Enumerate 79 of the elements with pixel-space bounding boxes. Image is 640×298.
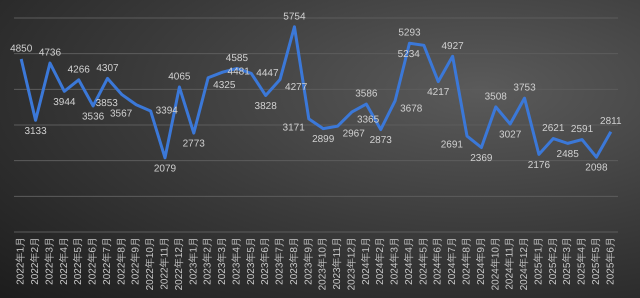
x-tick-label: 2024年7月: [446, 237, 458, 285]
data-label: 2176: [528, 160, 550, 171]
data-label: 3828: [254, 100, 278, 112]
x-tick-label: 2022年10月: [144, 237, 156, 290]
data-label: 2079: [154, 163, 177, 174]
x-tick-label: 2023年6月: [259, 237, 272, 285]
x-tick-label: 2024年9月: [474, 237, 487, 285]
data-label: 2591: [570, 124, 594, 136]
data-label: 3678: [400, 103, 423, 114]
x-tick-label: 2023年3月: [216, 237, 228, 285]
data-label: 4307: [96, 62, 120, 74]
data-label: 2098: [585, 162, 608, 174]
x-tick-label: 2022年8月: [115, 237, 128, 285]
x-tick-label: 2024年8月: [460, 237, 472, 285]
x-tick-label: 2022年9月: [130, 237, 142, 285]
data-label: 4217: [427, 87, 450, 98]
data-label: 2691: [440, 140, 464, 151]
x-tick-label: 2024年1月: [360, 237, 372, 285]
x-tick-label: 2022年11月: [158, 237, 170, 290]
data-label: 4736: [38, 48, 62, 59]
data-label: 2485: [556, 148, 580, 160]
data-label: 3133: [24, 126, 48, 137]
data-label: 5754: [283, 11, 306, 22]
x-tick-label: 2022年2月: [29, 237, 42, 285]
data-label: 3567: [110, 108, 133, 120]
x-tick-label: 2023年2月: [202, 237, 214, 285]
x-tick-label: 2025年5月: [590, 237, 602, 285]
data-label: 3536: [82, 111, 105, 122]
data-label: 2873: [370, 135, 392, 146]
data-label: 4065: [168, 72, 191, 83]
data-label: 2967: [342, 128, 366, 140]
data-label: 3586: [355, 88, 378, 100]
data-label: 3171: [282, 122, 306, 134]
x-tick-label: 2022年5月: [72, 237, 84, 285]
data-label: 2811: [600, 116, 622, 128]
data-label: 4325: [213, 80, 236, 92]
x-tick-label: 2024年4月: [402, 237, 415, 285]
x-tick-label: 2024年11月: [504, 237, 516, 290]
x-tick-label: 2024年6月: [432, 237, 444, 285]
data-label: 3753: [513, 82, 536, 94]
data-label: 3027: [499, 130, 522, 141]
x-tick-label: 2023年7月: [274, 237, 286, 285]
data-label: 4447: [256, 68, 279, 79]
x-tick-label: 2024年3月: [388, 237, 401, 285]
x-tick-label: 2025年3月: [561, 237, 574, 285]
data-label: 2369: [470, 153, 493, 164]
data-label: 4585: [226, 52, 248, 64]
x-tick-label: 2024年10月: [489, 237, 502, 290]
data-label: 4927: [441, 40, 464, 52]
x-tick-label: 2022年12月: [172, 237, 185, 290]
data-label: 3944: [53, 96, 76, 108]
data-label: 2899: [312, 134, 335, 146]
x-tick-label: 2023年11月: [331, 237, 344, 290]
x-tick-label: 2023年4月: [230, 237, 242, 285]
x-tick-label: 2024年12月: [518, 237, 530, 290]
x-tick-label: 2022年1月: [14, 237, 27, 285]
x-tick-label: 2025年2月: [546, 237, 559, 285]
x-tick-label: 2022年7月: [100, 237, 113, 285]
x-tick-label: 2023年1月: [187, 237, 200, 285]
data-label: 3508: [484, 91, 508, 102]
x-tick-label: 2025年4月: [576, 237, 588, 285]
data-label: 5293: [398, 28, 422, 39]
x-tick-label: 2023年12月: [345, 237, 358, 290]
x-tick-label: 2023年8月: [288, 237, 300, 285]
x-tick-label: 2022年6月: [86, 237, 99, 285]
x-tick-label: 2025年1月: [532, 237, 544, 285]
x-tick-label: 2022年3月: [43, 237, 56, 285]
x-tick-label: 2024年5月: [417, 237, 430, 285]
x-tick-label: 2023年9月: [302, 237, 314, 285]
data-label: 2621: [542, 123, 565, 134]
x-tick-label: 2024年2月: [374, 237, 386, 285]
x-tick-label: 2023年5月: [244, 237, 257, 285]
x-tick-label: 2022年4月: [58, 237, 70, 285]
data-label: 4266: [68, 64, 90, 76]
x-tick-label: 2023年10月: [316, 237, 329, 290]
data-label: 4850: [10, 44, 33, 55]
x-tick-label: 2025年6月: [604, 237, 616, 285]
data-label: 3853: [96, 98, 118, 110]
data-label: 2773: [182, 138, 206, 150]
